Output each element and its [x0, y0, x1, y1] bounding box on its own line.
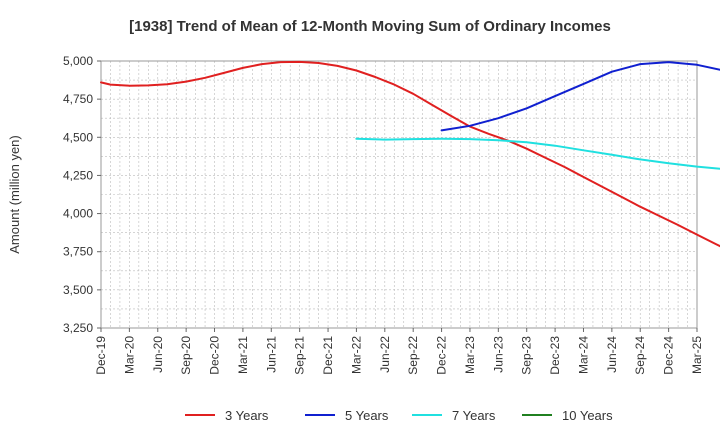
y-tick-label: 4,000 — [63, 207, 93, 221]
x-tick-label: Mar-22 — [349, 336, 363, 374]
x-tick-label: Dec-23 — [548, 336, 562, 375]
legend-label: 7 Years — [452, 408, 496, 423]
plot-frame — [100, 60, 698, 329]
y-axis-ticks: 3,250 3,500 3,750 4,000 4,250 4,500 4,750 5,000 — [63, 54, 101, 335]
legend-label: 10 Years — [562, 408, 613, 423]
x-tick-label: Jun-22 — [378, 336, 392, 373]
x-tick-label: Jun-20 — [151, 336, 165, 373]
legend: 3 Years 5 Years 7 Years 10 Years — [185, 408, 613, 423]
x-tick-label: Dec-20 — [208, 336, 222, 375]
x-tick-label: Jun-24 — [605, 336, 619, 373]
legend-label: 3 Years — [225, 408, 269, 423]
x-tick-label: Mar-20 — [122, 336, 136, 374]
y-tick-label: 3,250 — [63, 321, 93, 335]
x-tick-label: Mar-23 — [463, 336, 477, 374]
x-tick-label: Sep-21 — [293, 336, 307, 375]
x-tick-label: Jun-23 — [491, 336, 505, 373]
y-tick-label: 4,750 — [63, 92, 93, 106]
series-line-3-years — [100, 60, 720, 248]
x-tick-label: Sep-23 — [520, 336, 534, 375]
x-tick-label: Mar-24 — [576, 336, 590, 374]
y-tick-label: 4,250 — [63, 168, 93, 182]
x-tick-label: Sep-20 — [179, 336, 193, 375]
x-tick-label: Dec-22 — [435, 336, 449, 375]
series-line-7-years — [355, 137, 720, 170]
x-tick-label: Jun-21 — [264, 336, 278, 373]
x-tick-label: Mar-25 — [690, 336, 704, 374]
legend-label: 5 Years — [345, 408, 389, 423]
y-tick-label: 3,500 — [63, 283, 93, 297]
y-axis-label: Amount (million yen) — [7, 135, 22, 254]
x-axis-ticks: Dec-19 Mar-20 Jun-20 Sep-20 Dec-20 Mar-21 Jun-… — [94, 328, 704, 375]
x-tick-label: Dec-21 — [321, 336, 335, 375]
grid — [101, 61, 697, 328]
x-tick-label: Dec-24 — [662, 336, 676, 375]
x-tick-label: Mar-21 — [236, 336, 250, 374]
chart-title: [1938] Trend of Mean of 12-Month Moving … — [129, 18, 611, 35]
y-tick-label: 5,000 — [63, 54, 93, 68]
y-tick-label: 4,500 — [63, 130, 93, 144]
series-line-5-years — [440, 61, 720, 132]
x-tick-label: Dec-19 — [94, 336, 108, 375]
x-tick-label: Sep-24 — [633, 336, 647, 375]
y-tick-label: 3,750 — [63, 245, 93, 259]
x-tick-label: Sep-22 — [406, 336, 420, 375]
series-lines — [100, 60, 720, 248]
